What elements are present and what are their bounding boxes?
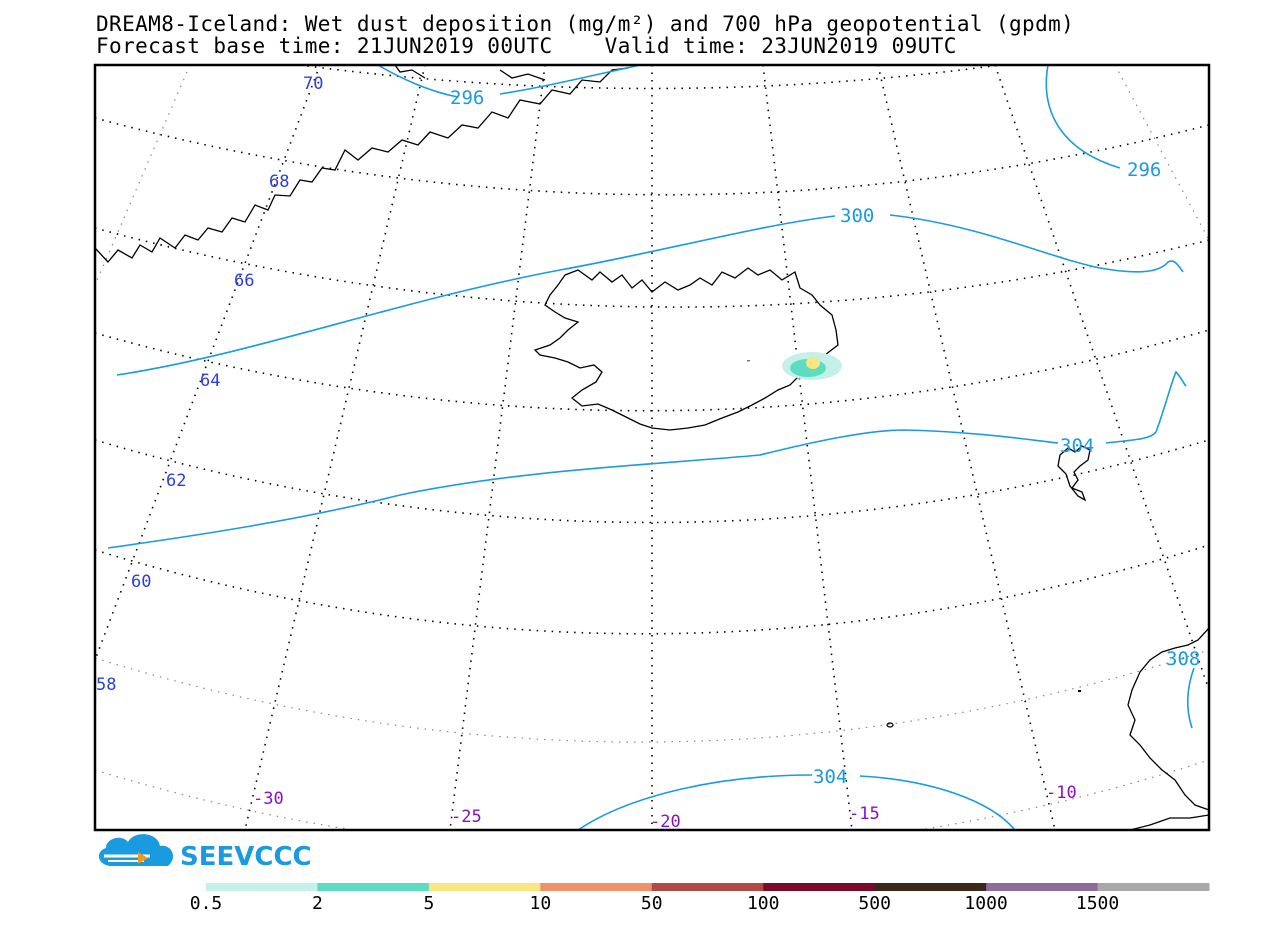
small-island (886, 722, 894, 728)
meridian-minus-30 (95, 65, 321, 661)
contour-labels: 296 296 300 304 304 308 (450, 87, 1200, 788)
legend-swatch (428, 883, 541, 891)
lon-label: -25 (451, 807, 482, 827)
seevccc-logo: SEEVCCC (98, 834, 312, 872)
legend-swatch (1097, 883, 1210, 891)
legend-swatch (651, 883, 764, 891)
latitude-gridlines (95, 65, 1209, 830)
legend-label: 500 (858, 893, 891, 914)
lat-label: 60 (131, 572, 151, 592)
legend-swatch (763, 883, 876, 891)
map-frame (93, 63, 1211, 832)
meridian-minus-5 (877, 65, 1056, 830)
contour-label: 304 (1060, 435, 1094, 457)
latitude-labels: 70 68 66 64 62 60 58 (96, 74, 323, 695)
lon-label: -15 (849, 804, 880, 824)
dust-deposition-patch (782, 352, 842, 380)
logo-text: SEEVCCC (180, 842, 312, 872)
legend-label: 1500 (1076, 893, 1119, 914)
lat-label: 58 (96, 675, 116, 695)
legend-swatch (874, 883, 987, 891)
iceland-coast (533, 267, 839, 431)
lat-label: 64 (200, 371, 220, 391)
greenland-coast (95, 65, 629, 263)
contour-label: 300 (840, 205, 874, 227)
map-title: DREAM8-Iceland: Wet dust deposition (mg/… (96, 12, 1075, 36)
contour-296-right (1045, 65, 1121, 169)
geopotential-contours (107, 65, 1195, 830)
legend-label: 5 (423, 893, 434, 914)
contour-308 (1186, 667, 1195, 729)
lat-label: 68 (269, 172, 289, 192)
lon-label: -30 (253, 789, 284, 809)
small-island (1078, 690, 1081, 692)
lat-label: 66 (234, 271, 254, 291)
legend-label: 50 (641, 893, 663, 914)
legend-swatch (206, 883, 318, 891)
legend-label: 0.5 (190, 893, 223, 914)
legend-label: 100 (747, 893, 780, 914)
legend-labels: 0.5 2 5 10 50 100 500 1000 1500 (190, 893, 1119, 914)
parallel-70 (299, 65, 1001, 90)
parallel-68 (95, 117, 1209, 196)
norway-coast (1127, 627, 1209, 830)
parallel-62 (95, 439, 1209, 524)
legend-label: 10 (529, 893, 551, 914)
legend-label: 2 (312, 893, 323, 914)
meridian-0 (994, 65, 1209, 691)
faroe-islands (1057, 445, 1091, 502)
meridian-minus-20 (449, 65, 546, 830)
map-area (95, 65, 1209, 830)
legend-swatch (540, 883, 653, 891)
contour-296-left (377, 65, 641, 98)
legend-swatch (317, 883, 430, 891)
small-island (747, 360, 750, 362)
contour-300 (116, 214, 1184, 376)
meridian-minus-35 (95, 65, 191, 286)
longitude-labels: -30 -25 -20 -15 -10 (253, 783, 1077, 832)
contour-304-bottom (577, 774, 1016, 830)
lon-label: -20 (650, 812, 681, 832)
longitude-gridlines (95, 65, 1209, 830)
map-subtitle: Forecast base time: 21JUN2019 00UTC Vali… (96, 34, 957, 58)
parallel-64 (95, 329, 1209, 412)
contour-label: 296 (450, 87, 484, 109)
legend-colorbar (206, 883, 1210, 891)
contour-304-mid (107, 370, 1187, 549)
lon-label: -10 (1046, 783, 1077, 803)
lat-label: 70 (303, 74, 323, 94)
contour-label: 308 (1166, 648, 1200, 670)
contour-label: 304 (813, 766, 847, 788)
meridian-5 (1114, 65, 1209, 241)
cloud-icon (98, 834, 174, 866)
legend-swatch (986, 883, 1099, 891)
legend-label: 1000 (964, 893, 1007, 914)
meridian-minus-10 (762, 65, 853, 830)
contour-label: 296 (1127, 159, 1161, 181)
lat-label: 62 (166, 471, 186, 491)
